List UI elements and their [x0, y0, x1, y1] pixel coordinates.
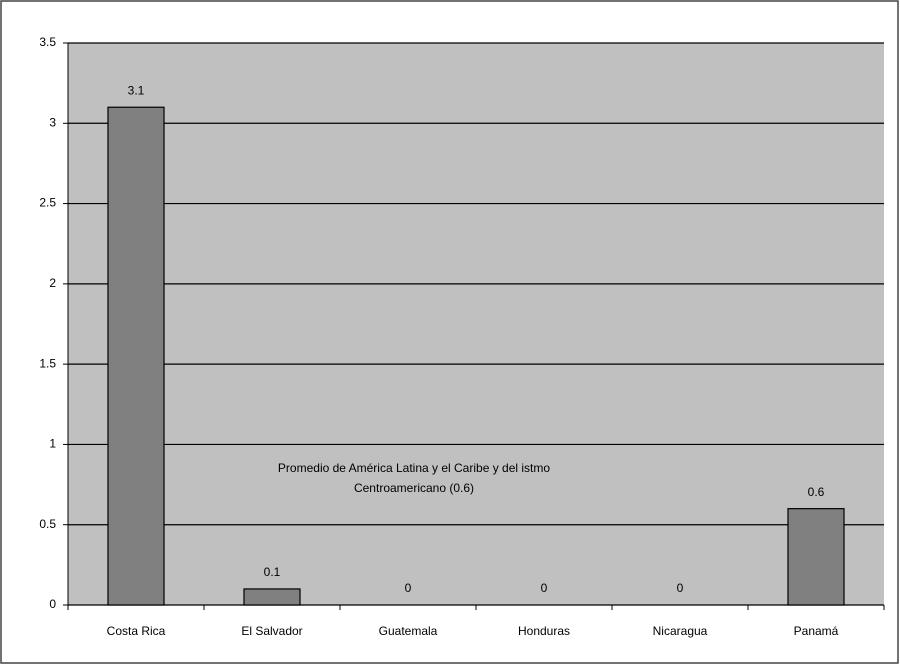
data-label: 0 [405, 581, 412, 595]
y-tick-label: 3 [49, 115, 56, 129]
plot-area [68, 43, 884, 605]
x-tick-label: Panamá [794, 624, 839, 638]
bar [107, 106, 165, 606]
bar [243, 588, 301, 606]
y-tick-label: 0 [49, 597, 56, 611]
y-tick-label: 3.5 [39, 35, 56, 49]
annotation: Centroamericano (0.6) [354, 481, 474, 495]
data-label: 0.6 [808, 485, 825, 499]
data-label: 0 [677, 581, 684, 595]
y-tick-label: 1.5 [39, 356, 56, 370]
data-label: 0.1 [264, 565, 281, 579]
x-tick-label: Costa Rica [107, 624, 166, 638]
y-tick-label: 1 [49, 437, 56, 451]
x-tick-label: Honduras [518, 624, 570, 638]
bar [787, 508, 845, 606]
x-tick-label: Nicaragua [653, 624, 708, 638]
y-tick-label: 2 [49, 276, 56, 290]
y-tick-label: 2.5 [39, 196, 56, 210]
x-tick-label: El Salvador [241, 624, 302, 638]
x-tick-label: Guatemala [379, 624, 438, 638]
y-tick-label: 0.5 [39, 517, 56, 531]
data-label: 0 [541, 581, 548, 595]
annotation: Promedio de América Latina y el Caribe y… [278, 461, 550, 475]
data-label: 3.1 [128, 83, 145, 97]
